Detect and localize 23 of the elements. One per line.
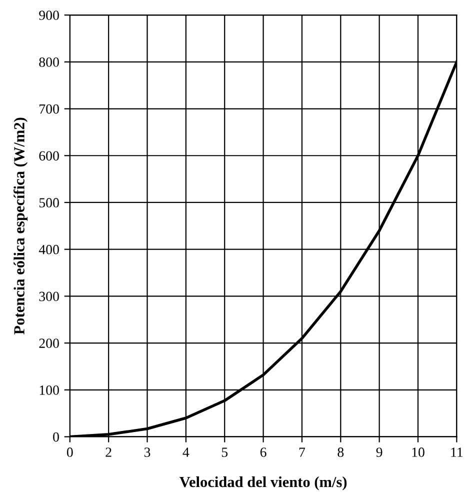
x-tick-label: 6 xyxy=(260,448,266,457)
y-tick-label: 900 xyxy=(39,10,59,20)
x-tick-label: 2 xyxy=(106,448,112,457)
y-tick-label: 800 xyxy=(39,57,59,67)
y-tick-label: 500 xyxy=(39,198,59,208)
y-tick-label: 0 xyxy=(53,432,59,442)
y-tick-label: 700 xyxy=(40,104,59,114)
y-tick-label: 300 xyxy=(39,292,59,302)
x-tick-label: 4 xyxy=(182,448,190,457)
x-tick-label: 10 xyxy=(412,448,424,457)
x-tick-label: 5 xyxy=(222,448,228,457)
x-tick-label: 7 xyxy=(299,448,306,457)
x-tick-label: 3 xyxy=(144,448,150,457)
x-tick-label: 11 xyxy=(451,448,463,457)
y-tick-label: 400 xyxy=(38,244,59,254)
y-tick-label: 200 xyxy=(39,338,59,348)
x-tick-label: 0 xyxy=(66,448,73,457)
x-axis-title: Velocidad del viento (m/s) xyxy=(180,476,347,490)
x-tick-label: 9 xyxy=(376,448,382,457)
x-tick-label: 8 xyxy=(338,448,344,457)
y-axis-title: Potencia eólica específica (W/m2) xyxy=(14,118,28,334)
y-tick-label: 600 xyxy=(39,151,59,161)
y-tick-label: 100 xyxy=(40,385,59,395)
